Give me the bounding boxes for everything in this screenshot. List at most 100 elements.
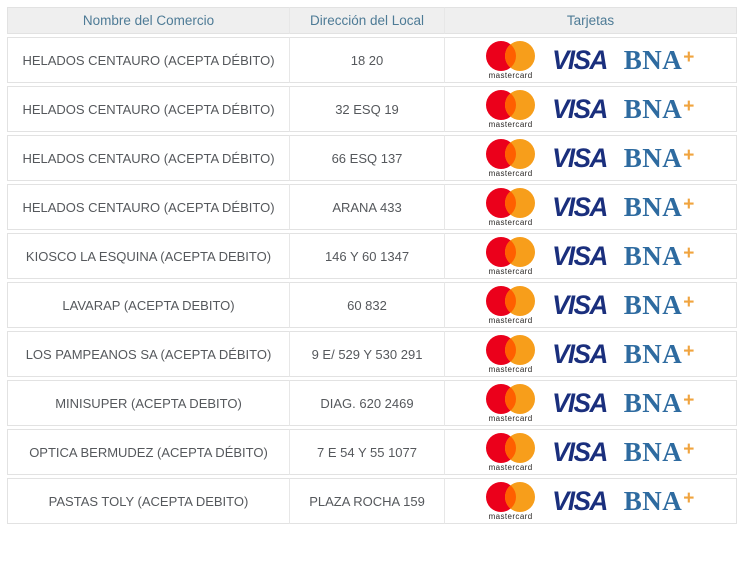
- bna-logo: BNA+: [623, 289, 695, 320]
- mastercard-label: mastercard: [488, 364, 533, 374]
- address-cell: 9 E/ 529 Y 530 291: [289, 331, 444, 377]
- merchant-name-cell: HELADOS CENTAURO (ACEPTA DÉBITO): [7, 37, 289, 83]
- address-cell: 146 Y 60 1347: [289, 233, 444, 279]
- bna-plus-icon: +: [683, 438, 695, 460]
- table-row: KIOSCO LA ESQUINA (ACEPTA DEBITO) 146 Y …: [7, 233, 737, 279]
- cards-cell: mastercard VISA BNA+: [444, 37, 737, 83]
- cards-cell: mastercard VISA BNA+: [444, 184, 737, 230]
- bna-text: BNA: [623, 289, 683, 320]
- mastercard-logo: mastercard: [486, 187, 536, 227]
- table-row: PASTAS TOLY (ACEPTA DEBITO) PLAZA ROCHA …: [7, 478, 737, 524]
- bna-plus-icon: +: [683, 193, 695, 215]
- visa-logo: VISA: [552, 289, 608, 321]
- mastercard-logo: mastercard: [486, 138, 536, 178]
- mastercard-label: mastercard: [488, 217, 533, 227]
- mastercard-circles-icon: [486, 432, 536, 463]
- merchant-name-cell: KIOSCO LA ESQUINA (ACEPTA DEBITO): [7, 233, 289, 279]
- merchants-table: Nombre del Comercio Dirección del Local …: [7, 4, 737, 527]
- visa-logo: VISA: [552, 387, 608, 419]
- mastercard-logo: mastercard: [486, 285, 536, 325]
- mastercard-logo: mastercard: [486, 432, 536, 472]
- bna-plus-icon: +: [683, 242, 695, 264]
- mastercard-label: mastercard: [488, 413, 533, 423]
- bna-text: BNA: [623, 142, 683, 173]
- merchant-name-cell: HELADOS CENTAURO (ACEPTA DÉBITO): [7, 86, 289, 132]
- mastercard-circles-icon: [486, 334, 536, 365]
- table-row: LAVARAP (ACEPTA DEBITO) 60 832 mastercar…: [7, 282, 737, 328]
- mastercard-circles-icon: [486, 285, 536, 316]
- mastercard-logo: mastercard: [486, 89, 536, 129]
- merchant-name-cell: PASTAS TOLY (ACEPTA DEBITO): [7, 478, 289, 524]
- cards-cell: mastercard VISA BNA+: [444, 282, 737, 328]
- visa-logo: VISA: [552, 485, 608, 517]
- bna-logo: BNA+: [623, 191, 695, 222]
- address-cell: 66 ESQ 137: [289, 135, 444, 181]
- mastercard-label: mastercard: [488, 315, 533, 325]
- bna-logo: BNA+: [623, 436, 695, 467]
- bna-text: BNA: [623, 436, 683, 467]
- bna-text: BNA: [623, 191, 683, 222]
- mastercard-logo: mastercard: [486, 383, 536, 423]
- mastercard-label: mastercard: [488, 70, 533, 80]
- table-header: Nombre del Comercio Dirección del Local …: [7, 7, 737, 34]
- bna-plus-icon: +: [683, 95, 695, 117]
- table-row: HELADOS CENTAURO (ACEPTA DÉBITO) 18 20 m…: [7, 37, 737, 83]
- mastercard-logo: mastercard: [486, 481, 536, 521]
- visa-logo: VISA: [552, 142, 608, 174]
- table-row: LOS PAMPEANOS SA (ACEPTA DÉBITO) 9 E/ 52…: [7, 331, 737, 377]
- mastercard-label: mastercard: [488, 462, 533, 472]
- mastercard-circles-icon: [486, 383, 536, 414]
- bna-logo: BNA+: [623, 142, 695, 173]
- table-row: HELADOS CENTAURO (ACEPTA DÉBITO) ARANA 4…: [7, 184, 737, 230]
- address-cell: 60 832: [289, 282, 444, 328]
- merchant-name-cell: HELADOS CENTAURO (ACEPTA DÉBITO): [7, 135, 289, 181]
- mastercard-logo: mastercard: [486, 40, 536, 80]
- address-cell: 32 ESQ 19: [289, 86, 444, 132]
- address-cell: DIAG. 620 2469: [289, 380, 444, 426]
- cards-cell: mastercard VISA BNA+: [444, 135, 737, 181]
- merchant-name-cell: MINISUPER (ACEPTA DEBITO): [7, 380, 289, 426]
- bna-text: BNA: [623, 485, 683, 516]
- mastercard-logo: mastercard: [486, 236, 536, 276]
- visa-logo: VISA: [552, 93, 608, 125]
- header-cell-cards: Tarjetas: [444, 7, 737, 34]
- visa-logo: VISA: [552, 338, 608, 370]
- cards-cell: mastercard VISA BNA+: [444, 86, 737, 132]
- bna-logo: BNA+: [623, 93, 695, 124]
- bna-text: BNA: [623, 240, 683, 271]
- address-cell: PLAZA ROCHA 159: [289, 478, 444, 524]
- mastercard-label: mastercard: [488, 119, 533, 129]
- visa-logo: VISA: [552, 44, 608, 76]
- cards-cell: mastercard VISA BNA+: [444, 331, 737, 377]
- bna-logo: BNA+: [623, 485, 695, 516]
- merchants-table-container: Nombre del Comercio Dirección del Local …: [7, 4, 737, 527]
- cards-cell: mastercard VISA BNA+: [444, 380, 737, 426]
- header-cell-address: Dirección del Local: [289, 7, 444, 34]
- bna-plus-icon: +: [683, 340, 695, 362]
- table-row: OPTICA BERMUDEZ (ACEPTA DÉBITO) 7 E 54 Y…: [7, 429, 737, 475]
- bna-text: BNA: [623, 93, 683, 124]
- bna-plus-icon: +: [683, 487, 695, 509]
- cards-cell: mastercard VISA BNA+: [444, 478, 737, 524]
- table-row: MINISUPER (ACEPTA DEBITO) DIAG. 620 2469…: [7, 380, 737, 426]
- address-cell: 18 20: [289, 37, 444, 83]
- bna-text: BNA: [623, 44, 683, 75]
- mastercard-circles-icon: [486, 89, 536, 120]
- mastercard-circles-icon: [486, 481, 536, 512]
- merchant-name-cell: HELADOS CENTAURO (ACEPTA DÉBITO): [7, 184, 289, 230]
- bna-plus-icon: +: [683, 291, 695, 313]
- bna-text: BNA: [623, 338, 683, 369]
- mastercard-label: mastercard: [488, 511, 533, 521]
- mastercard-label: mastercard: [488, 266, 533, 276]
- merchant-name-cell: LAVARAP (ACEPTA DEBITO): [7, 282, 289, 328]
- bna-logo: BNA+: [624, 389, 695, 417]
- visa-logo: VISA: [552, 436, 608, 468]
- merchant-name-cell: OPTICA BERMUDEZ (ACEPTA DÉBITO): [7, 429, 289, 475]
- bna-plus-icon: +: [683, 389, 695, 411]
- mastercard-circles-icon: [486, 40, 536, 71]
- table-body: HELADOS CENTAURO (ACEPTA DÉBITO) 18 20 m…: [7, 37, 737, 524]
- mastercard-logo: mastercard: [486, 334, 536, 374]
- mastercard-circles-icon: [486, 236, 536, 267]
- mastercard-circles-icon: [486, 138, 536, 169]
- visa-logo: VISA: [552, 191, 608, 223]
